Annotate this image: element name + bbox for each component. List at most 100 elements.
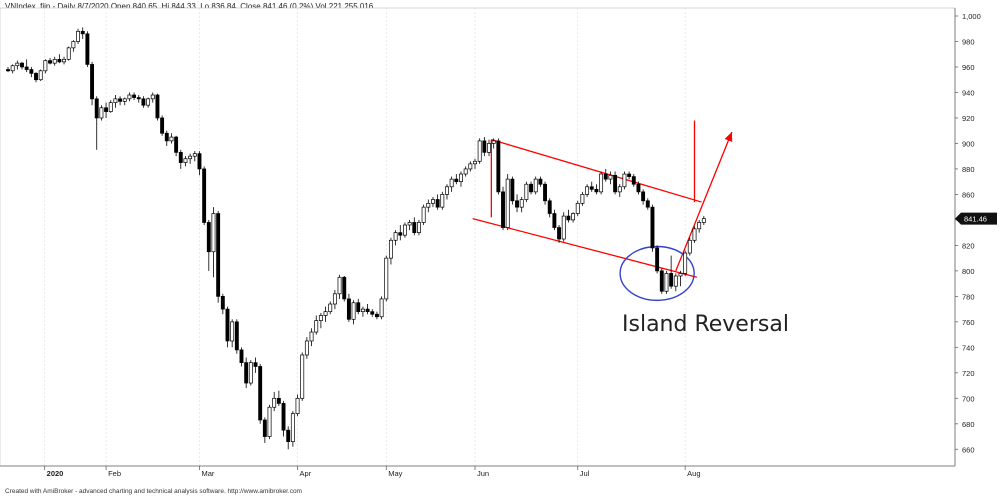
candle-up xyxy=(192,153,197,157)
candle-down xyxy=(529,183,533,193)
candle-down xyxy=(281,403,286,431)
candle-down xyxy=(538,178,543,185)
candle-down xyxy=(104,107,109,112)
candle-down xyxy=(370,311,375,315)
candle-up xyxy=(122,98,127,102)
last-price-box xyxy=(955,212,997,225)
candle-up xyxy=(384,257,389,300)
y-tick-label: 740 xyxy=(962,343,975,352)
candle-up xyxy=(580,194,585,204)
candle-down xyxy=(482,140,487,153)
candle-up xyxy=(440,194,445,208)
candle-up xyxy=(332,293,337,305)
y-tick-label: 960 xyxy=(962,63,975,72)
candle-up xyxy=(211,213,216,253)
candle-down xyxy=(34,72,38,81)
candle-up xyxy=(314,320,319,333)
candle-down xyxy=(220,296,225,310)
candle-up xyxy=(76,30,80,42)
candle-down xyxy=(197,153,202,170)
candle-up xyxy=(304,340,309,356)
candle-up xyxy=(38,70,43,81)
candle-up xyxy=(108,102,113,112)
x-tick-label: Aug xyxy=(687,469,700,478)
breakout-arrow-head xyxy=(724,131,733,142)
candle-down xyxy=(594,188,599,193)
candle-up xyxy=(393,232,398,241)
candle-up xyxy=(290,413,295,442)
candle-down xyxy=(342,276,347,300)
candle-down xyxy=(669,273,674,287)
trend-overlays xyxy=(472,120,733,302)
candle-up xyxy=(169,136,174,142)
candle-up xyxy=(62,58,66,63)
candle-down xyxy=(164,132,169,142)
candle-down xyxy=(225,308,230,342)
candle-up xyxy=(692,228,697,241)
candle-down xyxy=(94,98,99,119)
candle-up xyxy=(608,174,613,180)
grid-lines xyxy=(0,7,956,467)
candle-down xyxy=(454,178,459,183)
candle-up xyxy=(477,140,482,162)
candle-up xyxy=(150,94,155,100)
candle-up xyxy=(351,302,356,320)
candle-down xyxy=(6,69,10,72)
candle-up xyxy=(505,178,510,228)
y-tick-label: 660 xyxy=(962,445,975,454)
candle-down xyxy=(543,183,548,202)
candle-down xyxy=(253,362,258,367)
candle-up xyxy=(295,397,300,414)
candle-up xyxy=(337,276,342,295)
candle-down xyxy=(29,69,34,74)
candle-up xyxy=(599,173,604,193)
candle-up xyxy=(491,140,496,144)
candle-down xyxy=(155,94,160,119)
candle-up xyxy=(183,158,188,163)
x-tick-label: Apr xyxy=(300,469,312,478)
channel-upper-line xyxy=(491,138,702,203)
candle-up xyxy=(673,275,678,287)
candle-up xyxy=(617,186,622,193)
candle-up xyxy=(272,397,277,408)
candle-up xyxy=(99,107,104,119)
candle-up xyxy=(575,202,580,214)
candle-down xyxy=(276,397,281,404)
candle-down xyxy=(547,200,552,214)
candle-down xyxy=(80,30,85,35)
candle-up xyxy=(379,298,384,318)
x-tick-label: Jul xyxy=(580,469,590,478)
candle-up xyxy=(248,362,253,384)
y-tick-label: 1,000 xyxy=(962,12,981,21)
candle-down xyxy=(566,215,571,221)
candle-down xyxy=(641,191,646,202)
candles xyxy=(6,27,706,450)
candle-down xyxy=(589,186,594,190)
candle-down xyxy=(398,232,403,236)
candle-down xyxy=(613,174,618,193)
candle-up xyxy=(52,58,57,64)
candle-down xyxy=(645,200,650,208)
candle-down xyxy=(90,64,95,100)
candle-down xyxy=(650,206,655,249)
candle-up xyxy=(519,199,524,208)
y-tick-label: 780 xyxy=(962,292,975,301)
y-tick-label: 680 xyxy=(962,420,975,429)
candle-down xyxy=(174,136,179,153)
candle-down xyxy=(48,60,52,64)
x-tick-label: Mar xyxy=(201,469,214,478)
candle-down xyxy=(20,62,24,68)
candle-down xyxy=(258,366,263,421)
candle-down xyxy=(136,97,141,100)
y-tick-label: 980 xyxy=(962,37,975,46)
candle-up xyxy=(449,178,454,188)
candle-up xyxy=(533,178,538,193)
candle-up xyxy=(622,173,627,188)
candle-up xyxy=(300,354,305,399)
candle-down xyxy=(244,362,249,384)
y-tick-label: 700 xyxy=(962,394,975,403)
candle-up xyxy=(487,143,491,153)
candle-up xyxy=(664,273,669,292)
candle-up xyxy=(10,65,15,72)
